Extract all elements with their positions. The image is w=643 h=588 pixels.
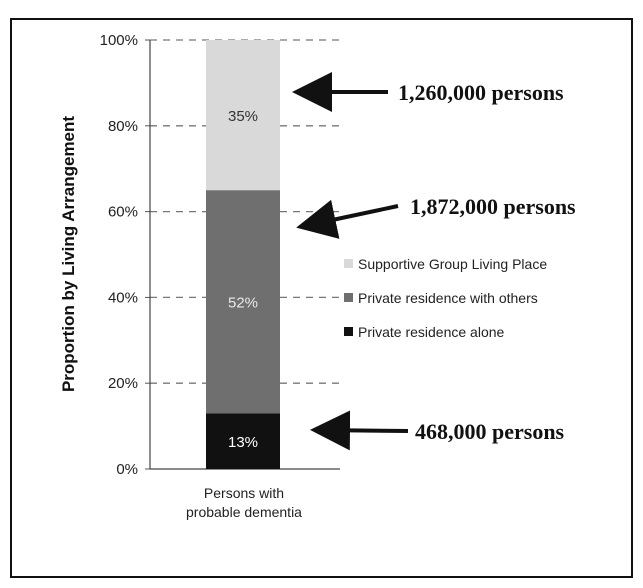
annotation-label: 1,872,000 persons	[410, 194, 576, 219]
data-label: 35%	[228, 108, 258, 125]
data-label: 52%	[228, 295, 258, 312]
legend-swatch	[344, 293, 353, 302]
legend-entry: Private residence with others	[358, 290, 538, 306]
y-tick-label: 20%	[108, 375, 138, 392]
x-category-label: probable dementia	[186, 504, 302, 520]
legend-entry: Private residence alone	[358, 324, 505, 340]
data-label: 13%	[228, 434, 258, 451]
annotation-arrow	[310, 410, 409, 451]
legend-entry: Supportive Group Living Place	[358, 256, 547, 272]
y-tick-label: 40%	[108, 289, 138, 306]
y-tick-label: 60%	[108, 204, 138, 221]
bar-segment	[206, 40, 280, 191]
annotation-arrow	[296, 199, 399, 239]
legend-swatch	[344, 259, 353, 268]
annotation-label: 468,000 persons	[415, 419, 565, 444]
y-tick-label: 80%	[108, 118, 138, 135]
y-axis-label: Proportion by Living Arrangement	[59, 116, 78, 392]
legend-swatch	[344, 327, 353, 336]
bar-segment	[206, 413, 280, 469]
bar-segment	[206, 190, 280, 414]
annotation-label: 1,260,000 persons	[398, 80, 564, 105]
y-tick-label: 100%	[100, 32, 138, 49]
x-category-label: Persons with	[204, 485, 284, 501]
y-tick-label: 0%	[116, 461, 138, 478]
